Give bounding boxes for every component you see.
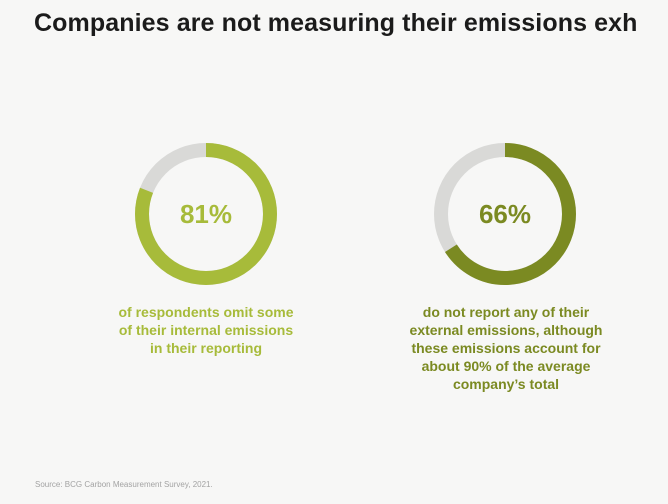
donut-value-arc [135,143,277,285]
donut-chart-internal: 81% [135,143,277,285]
caption-line: company’s total [452,376,560,392]
donut-value-arc [434,143,576,285]
caption-line: external emissions, although [409,322,603,338]
caption-line: do not report any of their [422,304,590,320]
donut-percent-label: 81% [180,199,232,229]
donut-caption-internal: of respondents omit some of their intern… [92,303,320,357]
caption-line: these emissions account for [411,340,601,356]
caption-line: in their reporting [150,340,262,356]
donut-caption-external: do not report any of their external emis… [388,303,624,393]
caption-line: about 90% of the average [421,358,591,374]
source-note: Source: BCG Carbon Measurement Survey, 2… [35,480,213,489]
caption-line: of their internal emissions [118,322,294,338]
donut-chart-external: 66% [434,143,576,285]
caption-line: of respondents omit some [118,304,294,320]
chart-title: Companies are not measuring their emissi… [34,9,638,37]
donut-percent-label: 66% [479,199,531,229]
